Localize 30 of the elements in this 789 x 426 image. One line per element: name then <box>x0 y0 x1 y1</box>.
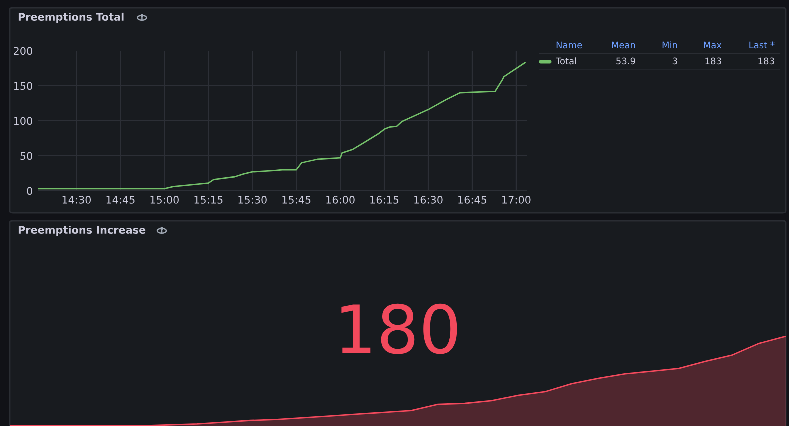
text: 183 <box>706 58 722 65</box>
y-tick-label: 50 <box>20 152 32 160</box>
x-tick-label: 14:30 <box>62 196 92 204</box>
text: Mean <box>612 42 636 49</box>
text: Min <box>662 42 678 48</box>
x-tick-label: 15:30 <box>238 196 267 204</box>
x-tick-label: 15:45 <box>282 196 311 204</box>
text: Last * <box>750 42 775 49</box>
legend-label: Total <box>556 58 576 65</box>
x-tick-label: 16:30 <box>414 196 443 204</box>
text: 53.9 <box>616 58 636 65</box>
x-tick-label: 16:45 <box>458 196 487 204</box>
x-tick-label: 16:00 <box>326 196 355 204</box>
annotation: 180 <box>342 304 458 354</box>
text: 183 <box>758 58 774 65</box>
x-tick-label: 15:00 <box>150 196 179 204</box>
y-tick-label: 0 <box>27 187 32 196</box>
chart-title: Preemptions Total <box>18 12 124 24</box>
y-tick-label: 150 <box>14 82 32 90</box>
line-series <box>38 62 526 190</box>
text: 3 <box>672 58 678 65</box>
text: Max <box>704 42 722 49</box>
chart-title: Preemptions Increase <box>18 226 146 236</box>
y-tick-label: 200 <box>14 47 32 56</box>
x-tick-label: 14:45 <box>106 196 135 204</box>
legend-title: Name <box>556 42 582 49</box>
y-tick-label: 100 <box>14 117 32 126</box>
x-tick-label: 15:15 <box>194 196 223 204</box>
x-tick-label: 17:00 <box>502 196 531 204</box>
x-tick-label: 16:15 <box>370 196 399 204</box>
